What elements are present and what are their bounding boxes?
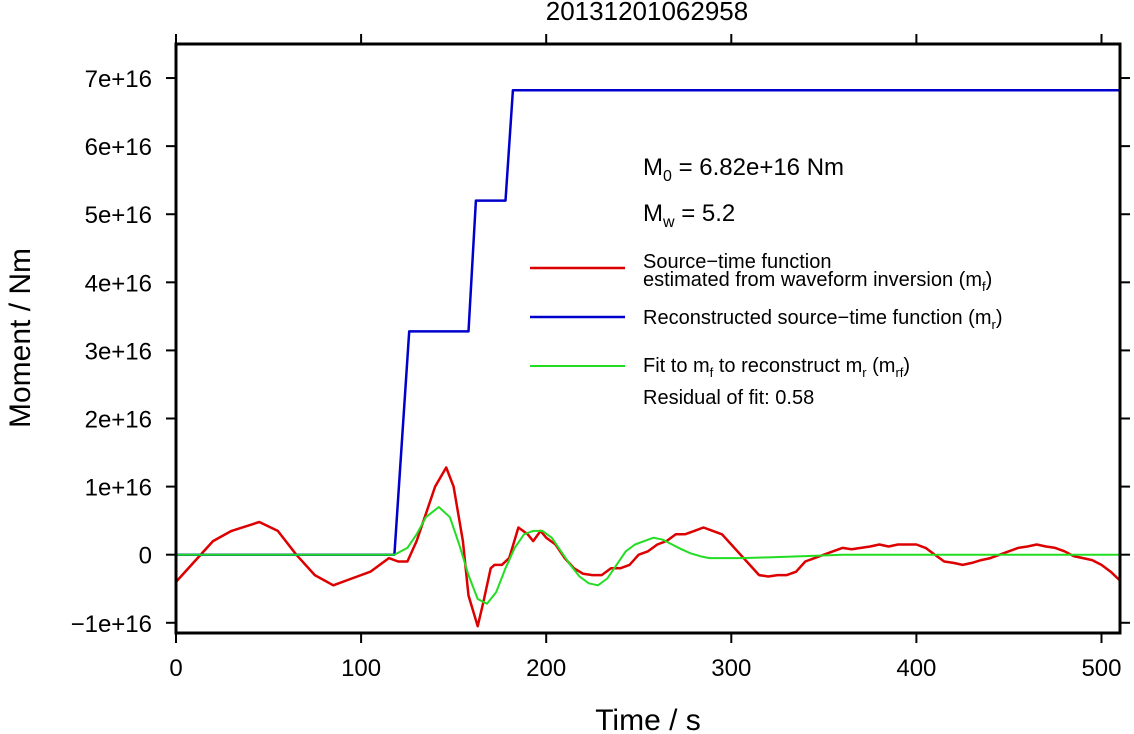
x-tick-label: 300 [711, 655, 751, 682]
legend-label-fit: Fit to mf to reconstruct mr (mrf) [643, 355, 910, 380]
y-tick-label: 7e+16 [85, 66, 152, 93]
y-tick-label: 1e+16 [85, 475, 152, 502]
summary-annotations: M0 = 6.82e+16 Nm Mw = 5.2 [643, 154, 844, 231]
x-tick-label: 200 [526, 655, 566, 682]
y-tick-label: 0 [139, 543, 152, 570]
mw-main: M [643, 200, 663, 227]
x-tick-label: 500 [1081, 655, 1121, 682]
legend-label-reconstructed: Reconstructed source−time function (mr) [643, 307, 1003, 332]
m0-sub: 0 [663, 168, 672, 185]
y-tick-label: 5e+16 [85, 202, 152, 229]
y-tick-label: −1e+16 [71, 611, 152, 638]
mw-sub: w [662, 214, 675, 231]
y-tick-label: 4e+16 [85, 270, 152, 297]
y-tick-label: 2e+16 [85, 407, 152, 434]
legend: Source−time function estimated from wave… [530, 251, 1003, 409]
plot-frame [174, 42, 1122, 635]
x-tick-label: 400 [896, 655, 936, 682]
mw-rest: = 5.2 [675, 200, 736, 227]
series-line-1 [176, 89, 1120, 556]
y-axis-label: Moment / Nm [4, 248, 37, 428]
m0-rest: = 6.82e+16 Nm [672, 154, 844, 181]
series-line-2 [176, 506, 1120, 605]
mw-annotation: Mw = 5.2 [643, 200, 735, 231]
series-line-0 [175, 466, 1121, 628]
chart-title: 20131201062958 [546, 0, 748, 26]
y-tick-label: 3e+16 [85, 338, 152, 365]
x-tick-label: 100 [341, 655, 381, 682]
series-layer [175, 89, 1121, 628]
m0-annotation: M0 = 6.82e+16 Nm [643, 154, 844, 185]
y-tick-label: 6e+16 [85, 134, 152, 161]
legend-label-source-time-line1: Source−time function [643, 251, 831, 273]
x-axis-label: Time / s [595, 704, 701, 734]
x-tick-label: 0 [169, 655, 182, 682]
m0-main: M [643, 154, 663, 181]
residual-annotation: Residual of fit: 0.58 [643, 387, 814, 409]
legend-label-source-time-line2: estimated from waveform inversion (mf) [643, 269, 992, 294]
axes-layer: 0 100 200 300 400 500 −1e+16 0 1e+16 2e+16 3e+16 4e… [71, 34, 1130, 682]
